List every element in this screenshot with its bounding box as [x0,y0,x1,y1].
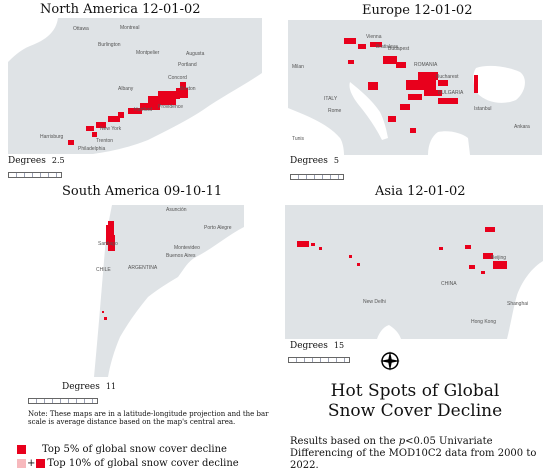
panel-title-south-america: South America 09-10-11 [62,184,223,199]
place-label: Porto Alegre [204,225,232,231]
place-label: Tunis [292,136,305,142]
asia-sea [507,261,543,339]
panel-title-asia: Asia 12-01-02 [375,184,466,199]
legend-item-top10: + Top 10% of global snow cover decline [17,458,239,469]
north-america-ocean [93,73,262,154]
place-label: CHINA [441,281,457,287]
europe-hotspots [344,38,478,133]
place-label: Harrisburg [40,134,64,140]
panel-title-north-america: North America 12-01-02 [40,2,201,17]
place-label: New Delhi [363,299,386,305]
legend-swatch [17,445,26,454]
legend-swatch [36,459,46,468]
place-label: Shanghai [507,301,528,307]
south-america-hotspots [102,221,115,320]
degrees-europe: Degrees 5 [290,156,339,166]
europe-black-sea [473,65,525,103]
degrees-label: Degrees [62,382,100,392]
place-label: Burlington [98,42,121,48]
degrees-label: Degrees [290,156,328,166]
europe-tyrrhenian-sea [288,108,344,155]
degrees-value: 2.5 [51,156,65,165]
scale-bar [28,398,98,404]
place-label: Providence [158,104,183,110]
place-label: Montevideo [174,245,200,251]
place-label: ARGENTINA [128,265,158,271]
north-america-lake [8,18,58,62]
degrees-value: 11 [105,382,117,391]
degrees-value: 5 [333,156,339,165]
place-label: ITALY [324,96,338,102]
asia-hotspots [297,227,507,274]
main-title-line1: Hot Spots of Global [330,381,500,401]
results-text: Results based on the p<0.05 Univariate D… [290,436,545,472]
place-label: Boston [180,86,196,92]
legend-plus: + [27,458,36,469]
main-title: Hot Spots of Global Snow Cover Decline [300,381,530,421]
place-label: Buenos Aires [166,253,196,259]
place-label: Albany [118,86,134,92]
place-label: Budapest [388,46,410,52]
degrees-value: 15 [333,341,345,350]
place-label: Beijing [491,255,506,261]
place-label: Milan [292,64,304,70]
place-label: CHILE [96,267,111,273]
results-before: Results based on the [290,436,399,447]
place-label: Philadelphia [78,146,105,152]
place-label: Istanbul [474,106,492,112]
europe-adriatic-sea [349,82,388,140]
panel-title-europe: Europe 12-01-02 [362,3,473,18]
asia-bay [377,325,401,339]
map-asia: Beijing New Delhi CHINA Shanghai Hong Ko… [285,205,543,339]
place-label: Santiago [98,241,118,247]
place-label: Montreal [120,25,139,31]
degrees-north-america: Degrees 2.5 [8,156,65,166]
map-south-america: Asunción Porto Alegre Santiago Buenos Ai… [28,205,244,377]
place-label: ROMANIA [414,62,438,68]
place-label: Ankara [514,124,530,130]
scale-bar [8,172,62,178]
legend-swatch [17,459,26,468]
place-label: Bratislava [376,44,398,50]
place-label: Ottawa [73,26,89,32]
place-label: Bucharest [436,74,459,80]
map-north-america: Ottawa Montreal Burlington Montpelier Au… [8,18,262,154]
scale-bar [290,174,344,180]
legend-label: Top 10% of global snow cover decline [47,458,239,469]
place-label: Hartford [134,107,152,113]
degrees-label: Degrees [290,341,328,351]
place-label: Rome [328,108,342,114]
main-title-line2: Snow Cover Decline [327,401,503,421]
place-label: BULGARIA [438,90,464,96]
compass-rose-icon [379,350,401,376]
scale-bar [288,357,350,363]
europe-aegean-sea [428,131,470,155]
south-america-land [94,205,244,377]
place-label: Portland [178,62,197,68]
degrees-label: Degrees [8,156,46,166]
place-label: Augusta [186,51,205,57]
north-america-hotspots [68,82,188,145]
degrees-south-america: Degrees 11 [62,382,116,392]
legend-item-top5: Top 5% of global snow cover decline [17,444,227,455]
place-label: Montpelier [136,50,160,56]
place-label: Trenton [96,138,113,144]
results-italic: p [398,436,406,447]
place-label: New York [100,126,122,132]
place-label: Concord [168,75,187,81]
results-after: <0.05 Univariate Differencing of the MOD… [290,436,537,471]
place-label: Asunción [166,207,187,213]
place-label: Hong Kong [471,319,496,325]
map-europe: Vienna Bratislava Budapest Milan ROMANIA… [288,20,542,155]
degrees-asia: Degrees 15 [290,341,344,351]
legend-label: Top 5% of global snow cover decline [42,444,227,455]
projection-note: Note: These maps are in a latitude-longi… [28,410,269,426]
place-label: Vienna [366,34,382,40]
